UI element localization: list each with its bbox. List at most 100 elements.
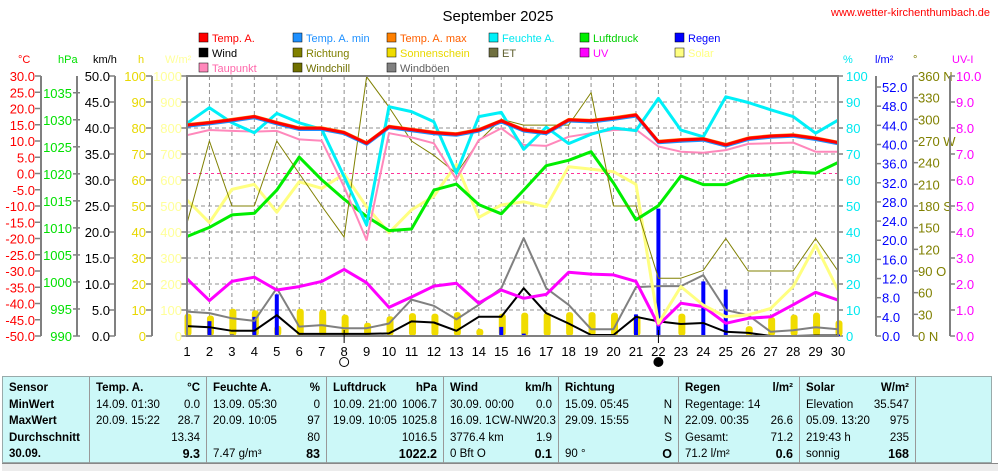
column-title: Temp. A.: [96, 382, 144, 394]
axis-tick-label-kmh: 0.0: [92, 329, 110, 344]
axis-tick-label-pct: 30: [846, 251, 860, 266]
axis-tick-label-kmh: 45.0: [85, 95, 110, 110]
legend-swatch: [198, 32, 209, 43]
bar-regen: [499, 326, 504, 336]
cell-value: 83: [306, 447, 320, 462]
cell-value: 1022.2: [398, 447, 437, 462]
table-row: 80: [213, 430, 320, 447]
line-feuchte-a-: [186, 95, 839, 227]
x-tick-label: 1: [183, 344, 190, 359]
legend-swatch: [198, 47, 209, 58]
legend-swatch: [198, 62, 209, 73]
axis-tick-label-pct: 70: [846, 147, 860, 162]
cell-value: 0.6: [775, 447, 793, 462]
cell-value: O: [662, 447, 672, 462]
sensor-label: Sensor: [9, 382, 48, 394]
axis-tick-label-hpa: 1035: [43, 86, 72, 101]
table-row: 9.3: [96, 446, 200, 463]
line-richtung: [186, 76, 839, 279]
table-row: 10.09. 21:00 1006.7: [333, 397, 437, 414]
axis-tick-label-deg: 60: [918, 286, 932, 301]
legend-swatch: [579, 32, 590, 43]
axis-tick-label-kmh: 20.0: [85, 225, 110, 240]
legend-swatch: [292, 62, 303, 73]
axis-tick-label-deg: 120: [918, 242, 940, 257]
axis-tick-label-h: 20: [132, 277, 146, 292]
x-tick-label: 17: [539, 344, 553, 359]
cell-value: N: [663, 415, 672, 428]
axis-tick-label-pct: 20: [846, 277, 860, 292]
axis-tick-label-uv: 9.0: [956, 95, 974, 110]
cell-label: 219:43 h: [806, 431, 851, 444]
axis-tick-label-deg: 150: [918, 221, 940, 236]
axis-tick-label-temp: -35.0: [5, 280, 35, 295]
x-tick-label: 22: [651, 344, 665, 359]
axis-tick-label-pct: 60: [846, 173, 860, 188]
axis-tick-label-h: 70: [132, 147, 146, 162]
axis-tick-label-h: 60: [132, 173, 146, 188]
axis-tick-label-wm2: 900: [160, 95, 182, 110]
axis-tick-label-deg: 300: [918, 112, 940, 127]
axis-tick-label-hpa: 1020: [43, 167, 72, 182]
axis-tick-label-h: 40: [132, 225, 146, 240]
axis-tick-label-lm2: 28.0: [882, 195, 907, 210]
column-unit: l/m²: [772, 382, 793, 394]
axis-tick-label-kmh: 25.0: [85, 199, 110, 214]
axis-tick-label-deg: 210: [918, 177, 940, 192]
x-tick-label: 28: [786, 344, 800, 359]
cell-value: 168: [888, 447, 909, 462]
axis-tick-label-lm2: 20.0: [882, 233, 907, 248]
line-uv: [185, 267, 839, 327]
cell-value: 28.7: [177, 415, 200, 428]
axis-tick-label-kmh: 50.0: [85, 69, 110, 84]
table-row: 13.34: [96, 430, 200, 447]
weather-chart: September 2025 www.wetter-kirchenthumbac…: [5, 7, 990, 367]
plot-frame: [186, 75, 839, 337]
x-tick-label: 29: [808, 344, 822, 359]
axis-tick-label-lm2: 24.0: [882, 214, 907, 229]
cell-value: 0.1: [534, 447, 552, 462]
column-unit: %: [309, 382, 320, 394]
legend-swatch: [386, 47, 397, 58]
table-row: sonnig 168: [806, 446, 909, 463]
legend-label: Taupunkt: [212, 63, 257, 75]
axis-tick-label-h: 0: [139, 329, 146, 344]
column-unit: hPa: [415, 382, 437, 394]
cell-label: 71.2 l/m²: [685, 448, 730, 461]
axis-tick-label-wm2: 300: [160, 251, 182, 266]
legend-label: Feuchte A.: [502, 33, 555, 45]
column-title: Solar: [806, 382, 835, 394]
x-tick-label: 8: [341, 344, 348, 359]
bar-sonnenschein: [229, 308, 237, 336]
table-row: 14.09. 01:30 0.0: [96, 397, 200, 414]
legend-swatch: [386, 62, 397, 73]
cell-label: Elevation: [806, 398, 854, 411]
x-tick-label: 13: [449, 344, 463, 359]
bar-regen: [521, 333, 526, 336]
bar-sonnenschein: [476, 328, 484, 336]
axis-tick-label-uv: 6.0: [956, 173, 974, 188]
cell-value: 0: [313, 398, 320, 411]
legend-label: Luftdruck: [593, 33, 639, 45]
axis-tick-label-hpa: 1010: [43, 221, 72, 236]
axis-tick-label-temp: 15.0: [10, 118, 35, 133]
legend-label: Regen: [688, 33, 720, 45]
axis-tick-label-kmh: 30.0: [85, 173, 110, 188]
axis-tick-label-kmh: 15.0: [85, 251, 110, 266]
column-header: Temp. A. °C: [96, 380, 200, 397]
bar-sonnenschein: [588, 312, 596, 336]
axis-tick-label-h: 10: [132, 303, 146, 318]
table-row: 90 ° O: [565, 446, 672, 463]
bar-regen: [723, 289, 728, 336]
axis-tick-label-uv: 0.0: [956, 329, 974, 344]
line-windb-en: [186, 237, 839, 333]
legend-label: Solar: [688, 48, 714, 60]
axis-tick-label-hpa: 1025: [43, 140, 72, 155]
cell-label: sonnig: [806, 448, 840, 461]
table-row: 71.2 l/m² 0.6: [685, 446, 793, 463]
table-row: 13.09. 05:30 0: [213, 397, 320, 414]
axis-unit-lm2: l/m²: [875, 54, 894, 66]
axis-tick-label-temp: -10.0: [5, 199, 35, 214]
site-link[interactable]: www.wetter-kirchenthumbach.de: [830, 7, 990, 19]
cell-label: 29.09. 15:55: [565, 415, 629, 428]
